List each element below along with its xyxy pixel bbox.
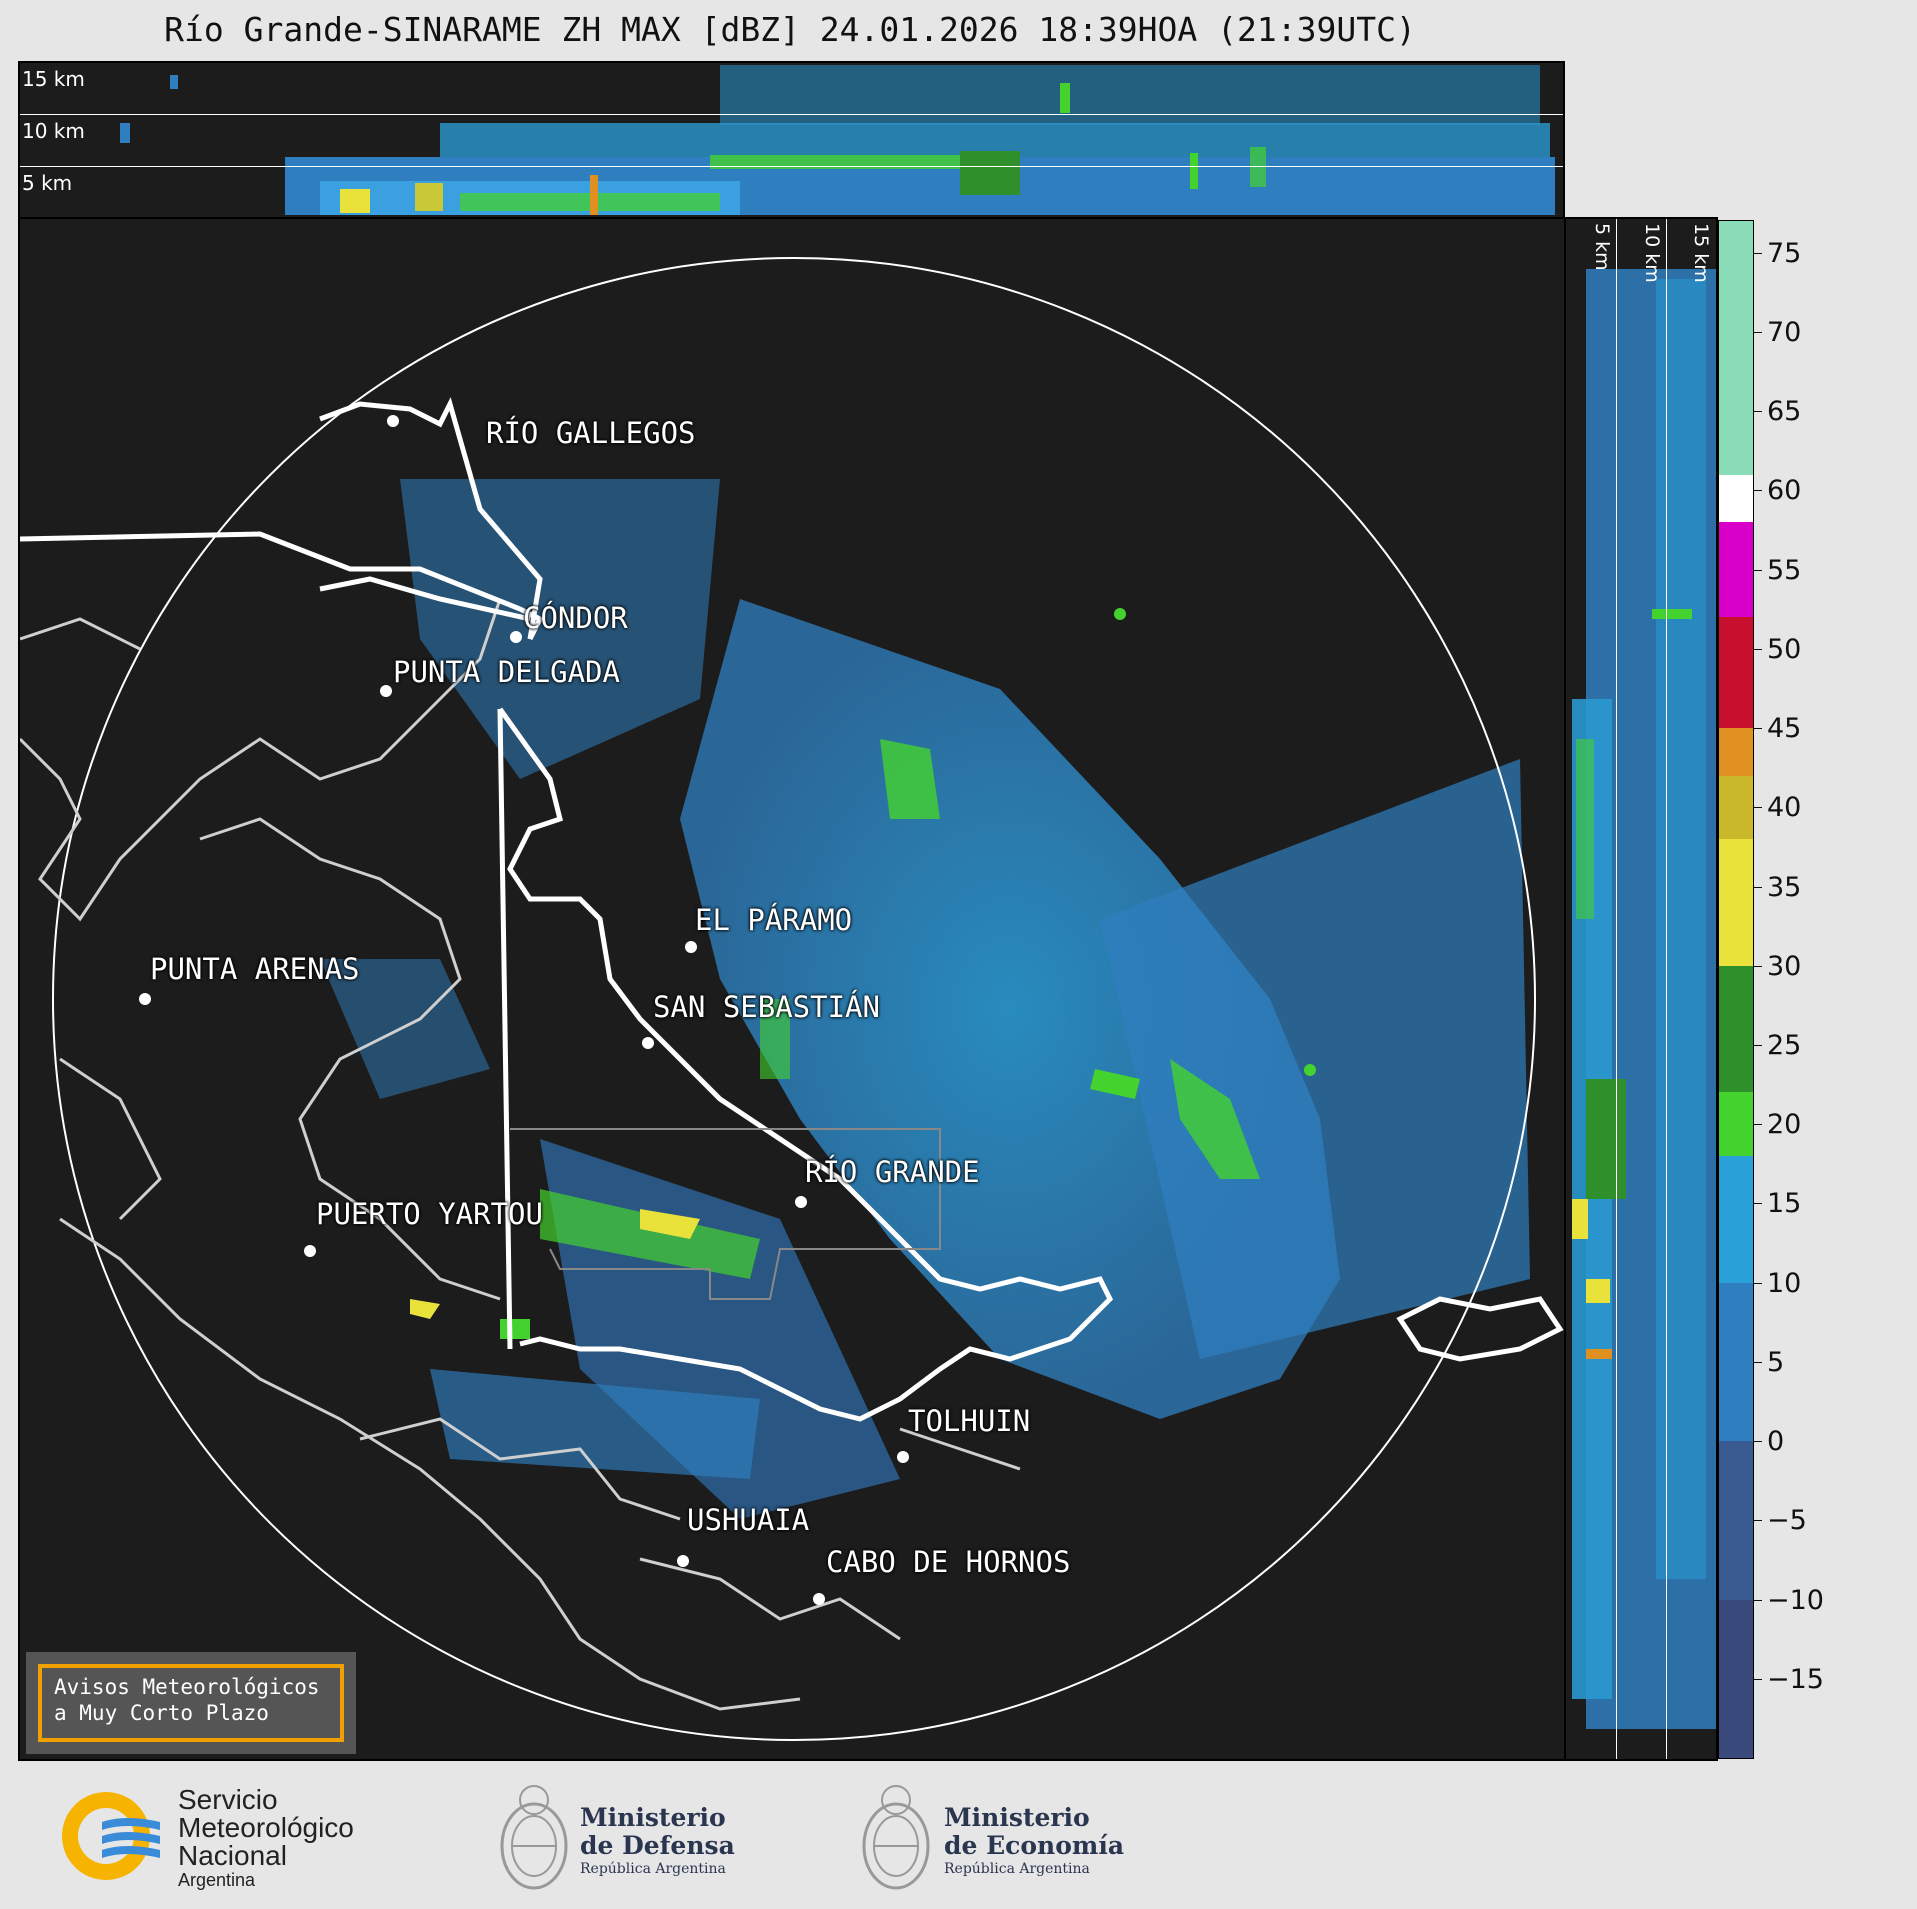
- city-label-puerto-yartou: PUERTO YARTOU: [316, 1197, 543, 1231]
- colorbar-tick-label: 60: [1767, 475, 1802, 507]
- page-title: Río Grande-SINARAME ZH MAX [dBZ] 24.01.2…: [164, 10, 1416, 49]
- side-height-label-15km: 15 km: [1690, 223, 1712, 283]
- city-dot-puerto-yartou: [304, 1245, 316, 1257]
- colorbar-tick-label: 10: [1767, 1267, 1802, 1299]
- colorbar-segment: [1719, 775, 1753, 839]
- province-border: [510, 1128, 941, 1300]
- defensa-logo-text: Ministerio de Defensa República Argentin…: [580, 1804, 735, 1878]
- smn-logo: Servicio Meteorológico Nacional Argentin…: [56, 1786, 386, 1890]
- height-label-10km: 10 km: [22, 119, 85, 143]
- radar-range-ring: [52, 257, 1536, 1741]
- reflectivity-colorbar: [1718, 220, 1754, 1759]
- colorbar-tick-label: 0: [1767, 1426, 1785, 1458]
- city-dot-punta-arenas: [139, 993, 151, 1005]
- side-height-label-10km: 10 km: [1641, 223, 1663, 283]
- colorbar-tick-label: 35: [1767, 871, 1802, 903]
- colorbar-segment: [1719, 728, 1753, 776]
- city-dot-punta-delgada: [380, 685, 392, 697]
- colorbar-tick-label: 75: [1767, 237, 1802, 269]
- city-dot-rio-gallegos: [387, 415, 399, 427]
- city-dot-rio-grande: [795, 1196, 807, 1208]
- colorbar-segment: [1719, 1282, 1753, 1442]
- colorbar-tick-label: 55: [1767, 554, 1802, 586]
- ministerio-economia-logo: Ministerio de Economía República Argenti…: [858, 1776, 1138, 1896]
- colorbar-tick-label: 40: [1767, 792, 1802, 824]
- side-height-label-5km: 5 km: [1591, 223, 1613, 271]
- city-label-rio-grande: RÍO GRANDE: [805, 1155, 980, 1189]
- colorbar-tick-label: 70: [1767, 316, 1802, 348]
- city-label-san-sebastian: SAN SEBASTIÁN: [653, 990, 880, 1024]
- defensa-line1: Ministerio: [580, 1803, 726, 1832]
- borders-and-coast: [20, 397, 1564, 1422]
- colorbar-tick-label: −15: [1767, 1663, 1824, 1695]
- city-dot-cabo-de-hornos: [813, 1593, 825, 1605]
- smn-line1: Servicio: [178, 1784, 278, 1815]
- radar-map: [20, 257, 1564, 1741]
- argentina-shield-icon: [500, 1785, 568, 1890]
- city-dot-ushuaia: [677, 1555, 689, 1567]
- legend-line-2: a Muy Corto Plazo: [54, 1701, 269, 1725]
- city-dot-el-paramo: [685, 941, 697, 953]
- city-label-rio-gallegos: RÍO GALLEGOS: [486, 416, 696, 450]
- warning-legend-box: Avisos Meteorológicos a Muy Corto Plazo: [26, 1652, 356, 1754]
- legend-line-1: Avisos Meteorológicos: [54, 1675, 320, 1699]
- city-label-punta-delgada: PUNTA DELGADA: [393, 655, 620, 689]
- colorbar-segment: [1719, 522, 1753, 618]
- economia-logo-text: Ministerio de Economía República Argenti…: [944, 1804, 1124, 1878]
- city-label-punta-arenas: PUNTA ARENAS: [150, 952, 360, 986]
- radar-map-panel: RÍO GALLEGOS CÓNDOR PUNTA DELGADA EL PÁR…: [18, 217, 1568, 1761]
- colorbar-segment: [1719, 474, 1753, 523]
- economia-line3: República Argentina: [944, 1861, 1090, 1877]
- city-label-ushuaia: USHUAIA: [687, 1503, 810, 1537]
- city-dot-san-sebastian: [642, 1037, 654, 1049]
- side-cross-section-echoes: [1572, 269, 1716, 1729]
- colorbar-tick-label: 65: [1767, 396, 1802, 428]
- city-label-tolhuin: TOLHUIN: [908, 1404, 1031, 1438]
- colorbar-tick-label: 25: [1767, 1029, 1802, 1061]
- colorbar-segment: [1719, 1155, 1753, 1283]
- city-dot-condor: [510, 631, 522, 643]
- colorbar-tick-label: 30: [1767, 950, 1802, 982]
- colorbar-segment: [1719, 1599, 1753, 1758]
- colorbar-tick-label: 45: [1767, 713, 1802, 745]
- colorbar-tick-label: 20: [1767, 1109, 1802, 1141]
- colorbar-segment: [1719, 617, 1753, 729]
- colorbar-segment: [1719, 838, 1753, 966]
- height-label-5km: 5 km: [22, 171, 73, 195]
- precipitation-echoes: [320, 479, 1530, 1519]
- colorbar-segment: [1719, 965, 1753, 1093]
- colorbar-tick-label: 5: [1767, 1346, 1785, 1378]
- smn-logo-text: Servicio Meteorológico Nacional Argentin…: [178, 1784, 354, 1891]
- side-cross-section-panel: 5 km 10 km 15 km: [1564, 217, 1718, 1761]
- economia-line2: de Economía: [944, 1831, 1125, 1860]
- smn-line2: Meteorológico: [178, 1812, 354, 1843]
- top-cross-section-panel: 15 km 10 km 5 km: [18, 61, 1565, 219]
- colorbar-tick-label: 15: [1767, 1188, 1802, 1220]
- smn-line4: Argentina: [178, 1870, 256, 1890]
- colorbar-tick-label: −5: [1767, 1505, 1807, 1537]
- warning-legend-inner: Avisos Meteorológicos a Muy Corto Plazo: [38, 1664, 344, 1742]
- city-label-condor: CÓNDOR: [523, 601, 628, 635]
- city-label-el-paramo: EL PÁRAMO: [695, 903, 853, 937]
- colorbar-segment: [1719, 1092, 1753, 1156]
- smn-logo-icon: [62, 1792, 160, 1880]
- colorbar-tick-label: −10: [1767, 1584, 1824, 1616]
- ministerio-defensa-logo: Ministerio de Defensa República Argentin…: [496, 1776, 766, 1896]
- colorbar-segment: [1719, 221, 1753, 475]
- coastlines: [20, 598, 1021, 1711]
- defensa-line2: de Defensa: [580, 1831, 735, 1860]
- city-label-cabo-de-hornos: CABO DE HORNOS: [826, 1545, 1071, 1579]
- city-dot-tolhuin: [897, 1451, 909, 1463]
- defensa-line3: República Argentina: [580, 1861, 726, 1877]
- economia-line1: Ministerio: [944, 1803, 1090, 1832]
- height-label-15km: 15 km: [22, 67, 85, 91]
- colorbar-tick-label: 50: [1767, 633, 1802, 665]
- argentina-shield-icon: [862, 1785, 930, 1890]
- top-cross-section-echoes: [120, 65, 1555, 215]
- colorbar-segment: [1719, 1441, 1753, 1600]
- smn-line3: Nacional: [178, 1840, 287, 1871]
